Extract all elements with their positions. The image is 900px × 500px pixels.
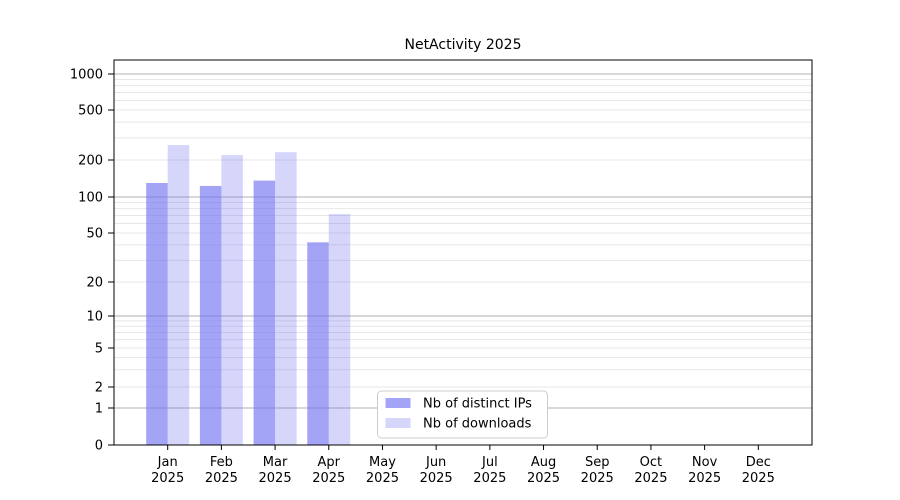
bar-distinct-ips-feb bbox=[199, 185, 222, 445]
y-tick-label-1: 1 bbox=[95, 402, 103, 417]
x-tick-label-year-apr: 2025 bbox=[312, 471, 345, 486]
plot-frame bbox=[113, 59, 813, 446]
y-tick-label-2: 2 bbox=[95, 381, 103, 396]
x-tick-label-month-may: May bbox=[369, 455, 396, 470]
legend: Nb of distinct IPs Nb of downloads bbox=[377, 390, 548, 439]
bar-downloads-feb bbox=[221, 155, 243, 445]
x-tick-label-month-oct: Oct bbox=[640, 455, 662, 470]
legend-box bbox=[377, 390, 548, 439]
x-tick-label-year-jul: 2025 bbox=[473, 471, 506, 486]
legend-swatch-downloads bbox=[385, 418, 411, 428]
bar-distinct-ips-mar bbox=[253, 180, 276, 445]
y-tick-label-0: 0 bbox=[95, 439, 103, 454]
x-tick-label-month-apr: Apr bbox=[318, 455, 341, 470]
legend-label-downloads: Nb of downloads bbox=[423, 417, 532, 432]
y-tick-label-10: 10 bbox=[86, 310, 103, 325]
bar-downloads-apr bbox=[328, 214, 351, 445]
y-tick-label-5: 5 bbox=[95, 342, 103, 357]
x-tick-label-month-aug: Aug bbox=[531, 455, 556, 470]
legend-swatch-distinct-ips bbox=[385, 398, 411, 408]
y-tick-label-500: 500 bbox=[78, 104, 103, 119]
x-tick-label-month-feb: Feb bbox=[210, 455, 233, 470]
x-tick-label-year-aug: 2025 bbox=[527, 471, 560, 486]
axes-layer: 01251020501002005001000Jan2025Feb2025Mar… bbox=[70, 59, 813, 486]
bar-distinct-ips-apr bbox=[307, 242, 329, 445]
legend-label-distinct-ips: Nb of distinct IPs bbox=[423, 397, 532, 412]
x-tick-label-year-dec: 2025 bbox=[742, 471, 775, 486]
y-tick-label-1000: 1000 bbox=[70, 68, 103, 83]
bar-downloads-jan bbox=[167, 145, 190, 446]
bar-layer bbox=[146, 145, 351, 446]
x-tick-label-year-jun: 2025 bbox=[420, 471, 453, 486]
x-tick-label-year-feb: 2025 bbox=[205, 471, 238, 486]
x-tick-label-month-nov: Nov bbox=[692, 455, 718, 470]
x-tick-label-month-jul: Jul bbox=[481, 455, 498, 470]
x-tick-label-month-sep: Sep bbox=[585, 455, 610, 470]
y-tick-label-200: 200 bbox=[78, 154, 103, 169]
y-tick-label-50: 50 bbox=[86, 227, 103, 242]
bar-downloads-mar bbox=[275, 152, 297, 445]
x-tick-label-year-nov: 2025 bbox=[688, 471, 721, 486]
x-tick-label-month-mar: Mar bbox=[263, 455, 288, 470]
x-tick-label-year-oct: 2025 bbox=[634, 471, 667, 486]
y-tick-label-100: 100 bbox=[78, 191, 103, 206]
chart-title: NetActivity 2025 bbox=[404, 37, 521, 53]
x-tick-label-year-mar: 2025 bbox=[259, 471, 292, 486]
x-tick-label-month-jan: Jan bbox=[157, 455, 178, 470]
x-tick-label-year-jan: 2025 bbox=[151, 471, 184, 486]
x-tick-label-year-may: 2025 bbox=[366, 471, 399, 486]
bar-distinct-ips-jan bbox=[146, 182, 168, 446]
x-tick-label-month-dec: Dec bbox=[746, 455, 771, 470]
y-tick-label-20: 20 bbox=[86, 276, 103, 291]
x-tick-label-year-sep: 2025 bbox=[581, 471, 614, 486]
x-tick-label-month-jun: Jun bbox=[425, 455, 446, 470]
